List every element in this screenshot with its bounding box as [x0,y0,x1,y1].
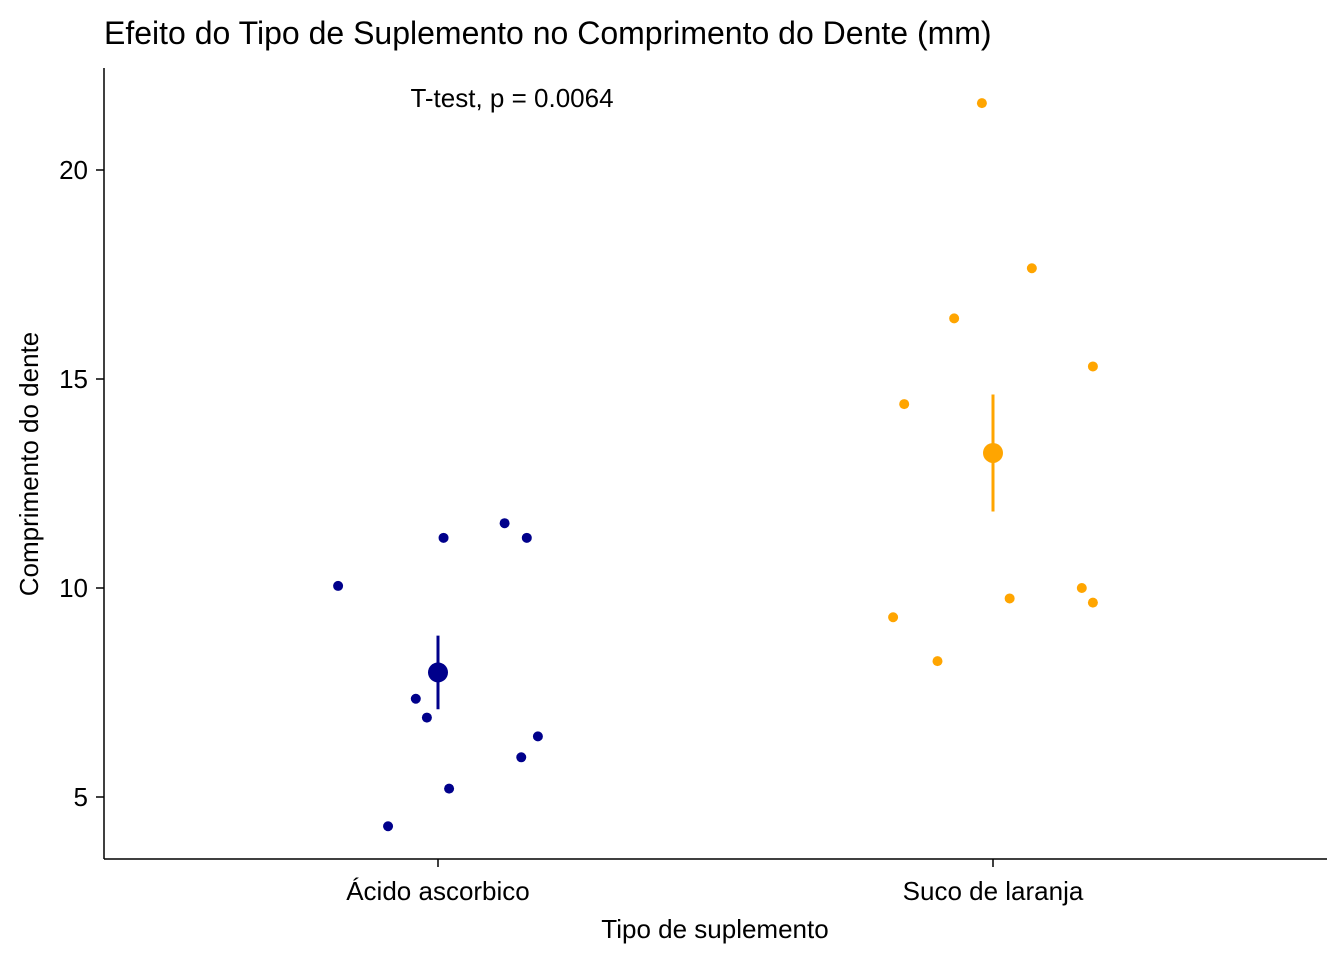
data-point [1087,597,1098,608]
data-point [438,532,449,543]
x-tick-label: Suco de laranja [903,876,1084,906]
y-tick-label: 20 [59,155,88,185]
x-axis-ticks: Ácido ascorbico Suco de laranja [346,859,1084,906]
y-axis-ticks: 5 10 15 20 [59,155,104,812]
data-point [932,656,943,667]
data-point [1076,583,1087,593]
data-point [383,821,394,832]
data-point [1087,361,1098,372]
data-point [899,399,910,410]
y-tick-label: 5 [74,782,88,812]
data-point [976,98,987,109]
y-axis-label: Comprimento do dente [14,332,44,596]
data-point [1004,593,1015,604]
data-point [521,532,532,543]
data-point [888,612,899,623]
data-point [1026,263,1037,274]
x-tick-label: Ácido ascorbico [346,876,530,906]
y-tick-label: 10 [59,573,88,603]
x-axis-label: Tipo de suplemento [601,914,828,944]
data-point [333,580,344,591]
t-test-annotation: T-test, p = 0.0064 [410,83,613,113]
data-point [421,712,432,723]
mean-point [983,442,1003,463]
y-tick-label: 15 [59,364,88,394]
data-point [516,752,527,763]
chart-title: Efeito do Tipo de Suplemento no Comprime… [104,15,992,51]
mean-error-bars [428,394,1003,710]
data-point [410,693,421,704]
data-point [949,313,960,324]
data-point [444,783,455,794]
data-point [499,518,510,529]
data-points [333,98,1098,832]
data-point [532,731,543,742]
mean-point [428,662,448,683]
